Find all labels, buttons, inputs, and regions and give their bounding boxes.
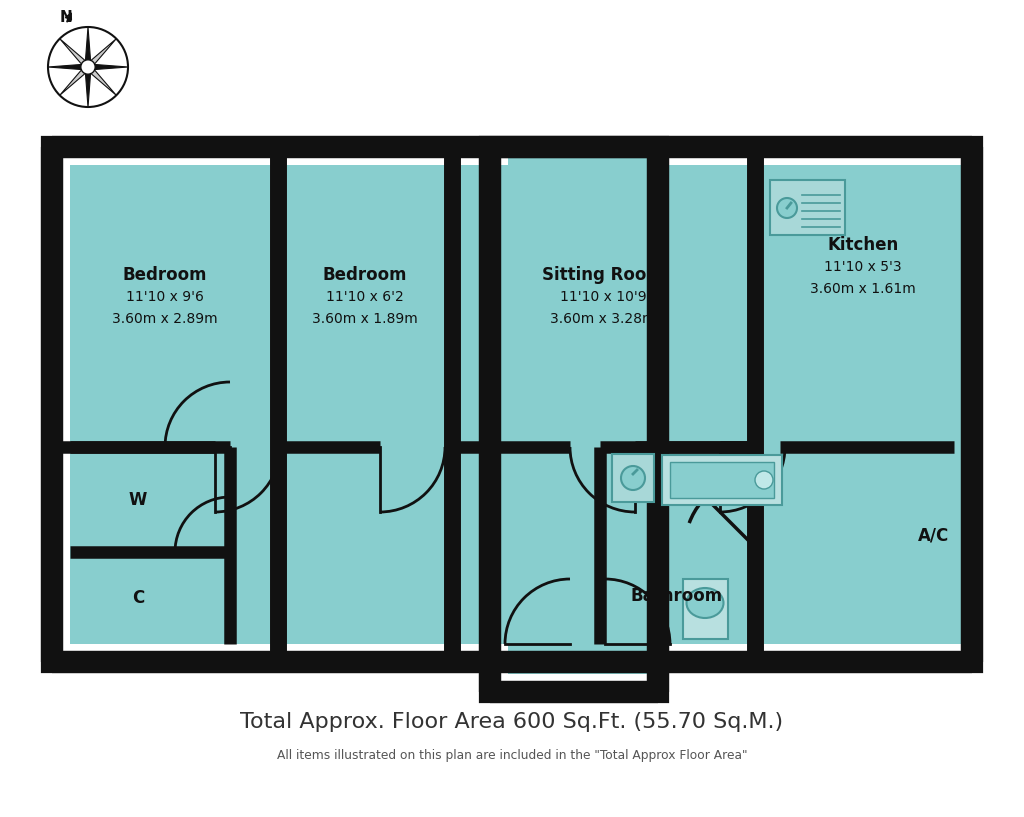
Bar xyxy=(461,165,755,447)
Text: 3.60m x 3.28m: 3.60m x 3.28m xyxy=(550,312,655,326)
Circle shape xyxy=(777,198,797,218)
Text: 11'10 x 6'2: 11'10 x 6'2 xyxy=(326,290,403,304)
Text: N: N xyxy=(59,10,73,25)
Bar xyxy=(609,447,755,644)
Bar xyxy=(52,147,972,662)
Bar xyxy=(70,165,278,447)
Bar xyxy=(764,447,972,644)
Text: Kitchen: Kitchen xyxy=(827,236,899,254)
Bar xyxy=(764,165,972,447)
Text: W: W xyxy=(129,491,147,509)
Text: All items illustrated on this plan are included in the "Total Approx Floor Area": All items illustrated on this plan are i… xyxy=(276,748,748,761)
Bar xyxy=(770,180,845,235)
Polygon shape xyxy=(86,67,90,107)
Bar xyxy=(683,579,728,639)
Text: 11'10 x 5'3: 11'10 x 5'3 xyxy=(824,260,902,274)
Text: 3.60m x 1.61m: 3.60m x 1.61m xyxy=(810,282,915,296)
Polygon shape xyxy=(48,65,88,69)
Text: 3.60m x 2.89m: 3.60m x 2.89m xyxy=(113,312,218,326)
Ellipse shape xyxy=(686,588,724,618)
Polygon shape xyxy=(59,38,88,67)
Text: A/C: A/C xyxy=(919,527,949,545)
Text: Sitting Room: Sitting Room xyxy=(542,266,664,284)
Polygon shape xyxy=(88,65,128,69)
Bar xyxy=(70,447,230,644)
Circle shape xyxy=(621,466,645,490)
Bar xyxy=(670,462,774,498)
Text: 11'10 x 9'6: 11'10 x 9'6 xyxy=(126,290,204,304)
Text: Total Approx. Floor Area 600 Sq.Ft. (55.70 Sq.M.): Total Approx. Floor Area 600 Sq.Ft. (55.… xyxy=(241,712,783,732)
Bar xyxy=(490,147,658,692)
Bar xyxy=(662,455,782,505)
Bar xyxy=(287,165,452,447)
Circle shape xyxy=(755,471,773,489)
Text: Bedroom: Bedroom xyxy=(123,266,207,284)
Text: 11'10 x 10'9: 11'10 x 10'9 xyxy=(560,290,646,304)
Bar xyxy=(70,447,755,644)
Text: C: C xyxy=(132,589,144,607)
Circle shape xyxy=(81,60,95,74)
Text: Bathroom: Bathroom xyxy=(631,587,723,605)
Bar xyxy=(508,147,658,674)
Polygon shape xyxy=(86,27,90,67)
Polygon shape xyxy=(88,38,117,67)
Polygon shape xyxy=(59,67,88,96)
Polygon shape xyxy=(88,67,117,96)
Bar xyxy=(612,454,654,502)
Text: 3.60m x 1.89m: 3.60m x 1.89m xyxy=(312,312,418,326)
Text: Bedroom: Bedroom xyxy=(323,266,408,284)
